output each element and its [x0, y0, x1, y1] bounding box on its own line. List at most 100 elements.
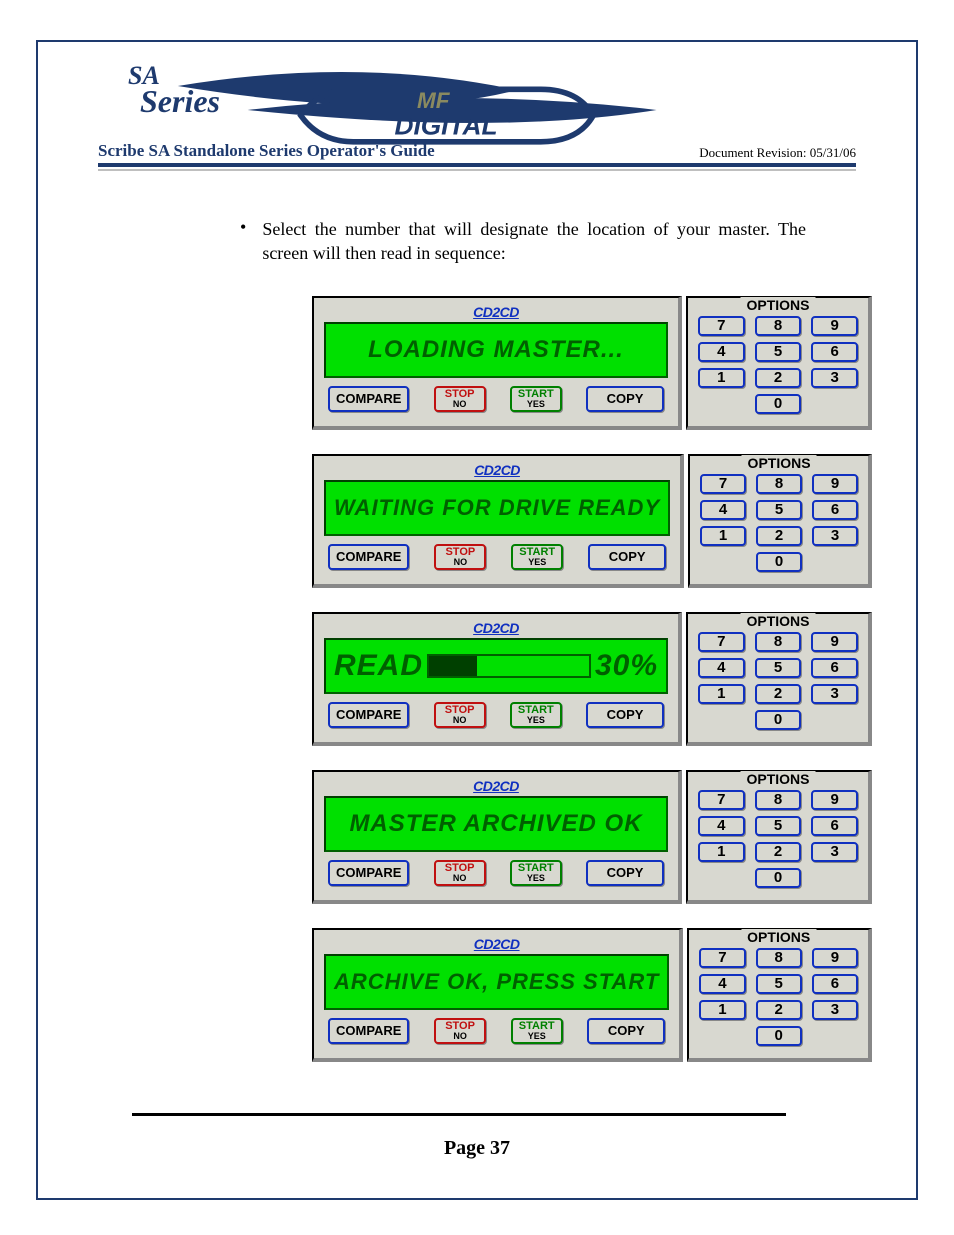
start-button[interactable]: STARTYES — [510, 860, 562, 886]
keypad-key-0[interactable]: 0 — [755, 710, 802, 730]
keypad-key-5[interactable]: 5 — [756, 500, 802, 520]
keypad-key-8[interactable]: 8 — [755, 790, 802, 810]
keypad-key-4[interactable]: 4 — [698, 342, 745, 362]
keypad-key-8[interactable]: 8 — [756, 474, 802, 494]
instruction-paragraph: Select the number that will designate th… — [262, 217, 806, 266]
keypad-key-0[interactable]: 0 — [755, 868, 802, 888]
keypad-key-6[interactable]: 6 — [812, 974, 858, 994]
stop-button[interactable]: STOPNO — [434, 860, 486, 886]
stop-button[interactable]: STOPNO — [434, 1018, 486, 1044]
svg-text:DIGITAL: DIGITAL — [395, 110, 498, 140]
doc-revision: Document Revision: 05/31/06 — [699, 145, 856, 161]
keypad-key-1[interactable]: 1 — [699, 1000, 745, 1020]
device-panel: CD2CD MASTER ARCHIVED OK COMPARE STOPNO STAR… — [312, 770, 872, 904]
page-frame: SA Series MF DIGITAL Scribe SA Standalon… — [36, 40, 918, 1200]
keypad-key-6[interactable]: 6 — [812, 500, 858, 520]
keypad-key-0[interactable]: 0 — [756, 552, 802, 572]
progress-percent: 30% — [595, 649, 658, 683]
keypad-key-9[interactable]: 9 — [812, 474, 858, 494]
start-button[interactable]: STARTYES — [511, 1018, 563, 1044]
keypad-key-1[interactable]: 1 — [698, 842, 745, 862]
device-panel: CD2CDARCHIVE OK, PRESS STARTCOMPARESTOPN… — [312, 928, 872, 1062]
keypad-key-5[interactable]: 5 — [755, 658, 802, 678]
keypad-key-3[interactable]: 3 — [812, 1000, 858, 1020]
button-row: COMPARE STOPNO STARTYES COPY — [324, 1018, 669, 1044]
brand-label: CD2CD — [324, 778, 668, 794]
keypad-key-4[interactable]: 4 — [698, 816, 745, 836]
start-button[interactable]: STARTYES — [510, 702, 562, 728]
device-panel: CD2CDWAITING FOR DRIVE READYCOMPARESTOPN… — [312, 454, 872, 588]
brand-label: CD2CD — [324, 620, 668, 636]
copy-button[interactable]: COPY — [586, 386, 664, 412]
keypad-key-0[interactable]: 0 — [755, 394, 802, 414]
keypad-key-8[interactable]: 8 — [755, 632, 802, 652]
start-button[interactable]: STARTYES — [511, 544, 563, 570]
keypad-key-2[interactable]: 2 — [755, 368, 802, 388]
button-row: COMPARE STOPNO STARTYES COPY — [324, 702, 668, 728]
keypad-key-4[interactable]: 4 — [698, 658, 745, 678]
keypad-key-7[interactable]: 7 — [699, 948, 745, 968]
options-keypad: OPTIONS7894561230 — [686, 770, 872, 904]
read-label: READ — [334, 649, 423, 683]
keypad-key-5[interactable]: 5 — [755, 342, 802, 362]
main-panel: CD2CDARCHIVE OK, PRESS STARTCOMPARESTOPN… — [312, 928, 683, 1062]
title-row: Scribe SA Standalone Series Operator's G… — [98, 137, 856, 167]
page-number: Page 37 — [38, 1137, 916, 1160]
keypad-key-5[interactable]: 5 — [756, 974, 802, 994]
options-label: OPTIONS — [741, 929, 816, 945]
options-keypad: OPTIONS 789 456 1230 — [687, 928, 872, 1062]
keypad-key-1[interactable]: 1 — [698, 684, 745, 704]
brand-label: CD2CD — [324, 936, 669, 952]
keypad-key-9[interactable]: 9 — [811, 316, 858, 336]
keypad-key-2[interactable]: 2 — [756, 526, 802, 546]
compare-button[interactable]: COMPARE — [328, 544, 409, 570]
keypad-key-2[interactable]: 2 — [755, 684, 802, 704]
keypad-key-0[interactable]: 0 — [756, 1026, 802, 1046]
stop-button[interactable]: STOPNO — [434, 702, 486, 728]
keypad-key-6[interactable]: 6 — [811, 658, 858, 678]
lcd-screen: MASTER ARCHIVED OK — [324, 796, 668, 852]
copy-button[interactable]: COPY — [586, 860, 664, 886]
copy-button[interactable]: COPY — [586, 702, 664, 728]
keypad-key-4[interactable]: 4 — [700, 500, 746, 520]
keypad-key-1[interactable]: 1 — [700, 526, 746, 546]
keypad-key-4[interactable]: 4 — [699, 974, 745, 994]
keypad-key-9[interactable]: 9 — [811, 632, 858, 652]
copy-button[interactable]: COPY — [588, 544, 666, 570]
keypad-key-3[interactable]: 3 — [811, 842, 858, 862]
keypad-key-7[interactable]: 7 — [698, 790, 745, 810]
body-text: • Select the number that will designate … — [268, 217, 806, 266]
keypad-key-3[interactable]: 3 — [812, 526, 858, 546]
footer-rule — [132, 1113, 786, 1116]
main-panel: CD2CD MASTER ARCHIVED OK COMPARE STOPNO STAR… — [312, 770, 682, 904]
copy-button[interactable]: COPY — [587, 1018, 665, 1044]
keypad-key-5[interactable]: 5 — [755, 816, 802, 836]
button-row: COMPARE STOPNO STARTYES COPY — [324, 386, 668, 412]
keypad-key-6[interactable]: 6 — [811, 342, 858, 362]
keypad-key-6[interactable]: 6 — [811, 816, 858, 836]
compare-button[interactable]: COMPARE — [328, 1018, 409, 1044]
stop-button[interactable]: STOPNO — [434, 386, 486, 412]
options-keypad: OPTIONS7894561230 — [686, 296, 872, 430]
lcd-screen: LOADING MASTER... — [324, 322, 668, 378]
compare-button[interactable]: COMPARE — [328, 860, 409, 886]
keypad-key-9[interactable]: 9 — [812, 948, 858, 968]
bullet-icon: • — [240, 217, 246, 266]
keypad-key-3[interactable]: 3 — [811, 368, 858, 388]
keypad-key-8[interactable]: 8 — [756, 948, 802, 968]
options-label: OPTIONS — [742, 455, 817, 471]
compare-button[interactable]: COMPARE — [328, 702, 409, 728]
keypad-key-1[interactable]: 1 — [698, 368, 745, 388]
header: SA Series MF DIGITAL — [98, 62, 856, 137]
keypad-key-9[interactable]: 9 — [811, 790, 858, 810]
keypad-key-2[interactable]: 2 — [756, 1000, 802, 1020]
keypad-key-7[interactable]: 7 — [700, 474, 746, 494]
keypad-key-7[interactable]: 7 — [698, 632, 745, 652]
stop-button[interactable]: STOPNO — [434, 544, 486, 570]
keypad-key-3[interactable]: 3 — [811, 684, 858, 704]
keypad-key-2[interactable]: 2 — [755, 842, 802, 862]
start-button[interactable]: STARTYES — [510, 386, 562, 412]
keypad-key-8[interactable]: 8 — [755, 316, 802, 336]
compare-button[interactable]: COMPARE — [328, 386, 409, 412]
keypad-key-7[interactable]: 7 — [698, 316, 745, 336]
